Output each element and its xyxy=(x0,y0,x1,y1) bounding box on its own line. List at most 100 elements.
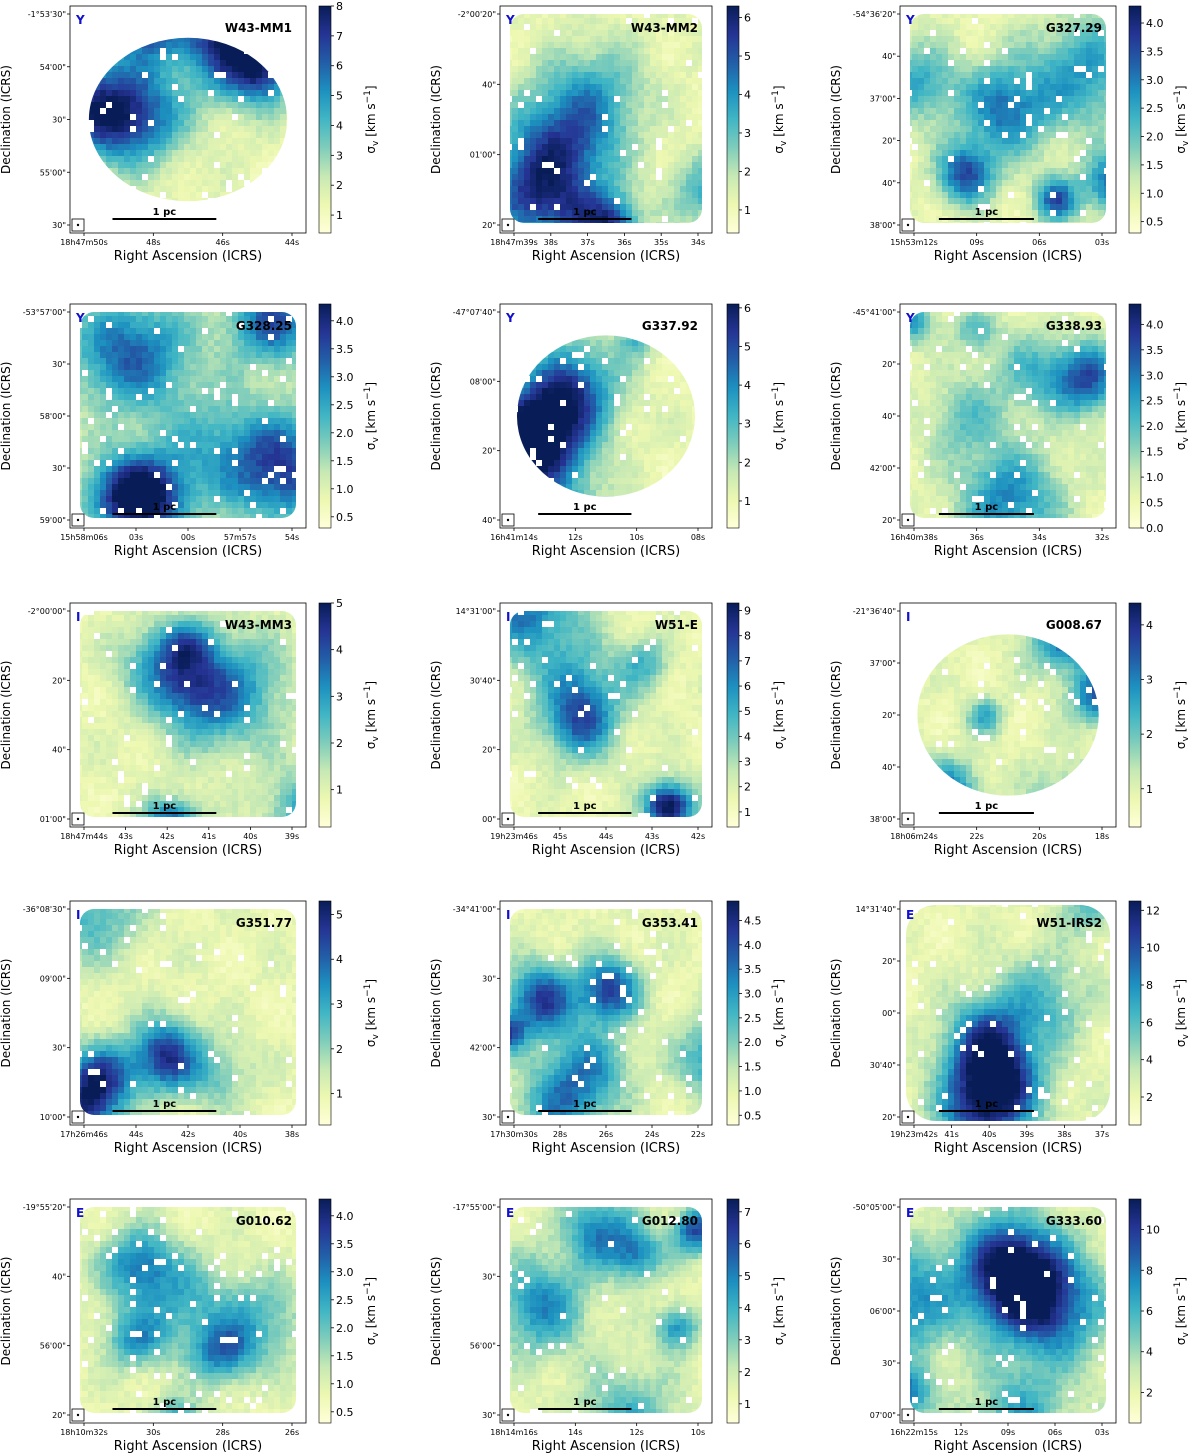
y-axis-label: Declination (ICRS) xyxy=(0,959,13,1068)
ra-tick-label: 12s xyxy=(629,1428,643,1437)
region-title: W51-IRS2 xyxy=(1036,916,1102,930)
dispersion-map-svg: E G012.80 1 pc 18h14m16s 14s 12s 10s -17°55'00"… xyxy=(429,1198,789,1454)
beam-ellipse xyxy=(506,223,510,227)
ra-tick-label: 18h47m50s xyxy=(60,238,108,247)
dec-tick-label: 59'00" xyxy=(40,516,66,525)
dec-tick-label: 14°31'00" xyxy=(456,607,496,616)
dec-tick-label: 40" xyxy=(882,763,896,772)
scale-bar-label: 1 pc xyxy=(153,502,177,513)
plot-frame xyxy=(499,303,713,529)
beam-ellipse xyxy=(76,1115,80,1119)
dec-tick-label: -2°00'20" xyxy=(458,10,496,19)
ra-tick-label: 16h41m14s xyxy=(490,533,538,542)
plot-frame xyxy=(69,602,307,828)
colorbar-tick-label: 6 xyxy=(336,60,343,73)
x-axis-label: Right Ascension (ICRS) xyxy=(934,1439,1082,1454)
dispersion-map-svg: I G353.41 1 pc 17h30m30s 28s 26s 24s 22s -34°41'… xyxy=(429,900,789,1156)
region-title: G010.62 xyxy=(236,1214,292,1228)
dec-tick-label: 30" xyxy=(52,221,66,230)
map-panel-w43-mm2: Y W43-MM2 1 pc 18h47m39s 38s 37s 36s 35s 34s -2°0… xyxy=(400,0,800,291)
colorbar-label: σv [km s−1] xyxy=(1173,1277,1191,1345)
ra-tick-label: 03s xyxy=(1095,1428,1109,1437)
y-axis-label: Declination (ICRS) xyxy=(0,1257,13,1366)
dispersion-map-svg: Y G328.25 1 pc 15h58m06s 03s 00s 57m57s 54s -53°… xyxy=(0,303,381,559)
ra-tick-label: 18h10m32s xyxy=(60,1428,108,1437)
evolution-stage-label: Y xyxy=(905,311,915,325)
ra-tick-label: 44s xyxy=(285,238,299,247)
ra-tick-label: 12s xyxy=(954,1428,968,1437)
dec-tick-label: 56'00" xyxy=(40,1342,66,1351)
evolution-stage-label: Y xyxy=(505,13,515,27)
scale-bar-label: 1 pc xyxy=(975,1099,999,1110)
ra-tick-label: 42s xyxy=(181,1130,195,1139)
ra-tick-label: 19h23m46s xyxy=(490,832,538,841)
colorbar-tick-label: 3 xyxy=(744,756,751,769)
dispersion-map-svg: Y W43-MM1 1 pc 18h47m50s 48s 46s 44s -1°53'30" 5… xyxy=(0,0,381,264)
dec-tick-label: -17°55'00" xyxy=(453,1203,496,1212)
dec-tick-label: -1°53'30" xyxy=(28,10,66,19)
ra-tick-label: 17h30m30s xyxy=(490,1130,538,1139)
colorbar-tick-label: 2 xyxy=(336,737,343,750)
colorbar-tick-label: 3.0 xyxy=(1146,74,1164,87)
ra-tick-label: 44s xyxy=(129,1130,143,1139)
colorbar-tick-label: 2 xyxy=(744,456,751,469)
y-axis-label: Declination (ICRS) xyxy=(0,65,13,174)
dec-tick-label: 40" xyxy=(52,1272,66,1281)
colorbar-tick-label: 6 xyxy=(744,1238,751,1251)
heatmap-field xyxy=(906,905,1110,1121)
colorbar-tick-label: 1.5 xyxy=(336,455,354,468)
evolution-stage-label: Y xyxy=(505,311,515,325)
colorbar-tick-label: 5 xyxy=(336,597,343,610)
colorbar-tick-label: 2 xyxy=(336,179,343,192)
colorbar-tick-label: 12 xyxy=(1146,904,1160,917)
scale-bar-label: 1 pc xyxy=(573,801,597,812)
ra-tick-label: 30s xyxy=(146,1428,160,1437)
beam-ellipse xyxy=(76,1413,80,1417)
heatmap-field xyxy=(510,611,702,817)
evolution-stage-label: E xyxy=(76,1206,84,1220)
ra-tick-label: 32s xyxy=(1095,533,1109,542)
dec-tick-label: 37'00" xyxy=(870,659,896,668)
dec-tick-label: 10'00" xyxy=(40,1113,66,1122)
colorbar-tick-label: 1.0 xyxy=(1146,187,1164,200)
x-axis-label: Right Ascension (ICRS) xyxy=(114,1141,262,1156)
dec-tick-label: -53°57'00" xyxy=(23,308,66,317)
colorbar-tick-label: 8 xyxy=(744,630,751,643)
colorbar xyxy=(1128,303,1142,529)
dec-tick-label: 40" xyxy=(882,52,896,61)
evolution-stage-label: Y xyxy=(75,13,85,27)
colorbar-tick-label: 4.0 xyxy=(1146,318,1164,331)
ra-tick-label: 17h26m46s xyxy=(60,1130,108,1139)
dec-tick-label: -45°41'00" xyxy=(853,308,896,317)
scale-bar-label: 1 pc xyxy=(153,1099,177,1110)
dec-tick-label: 38'00" xyxy=(870,221,896,230)
colorbar-tick-label: 1 xyxy=(336,209,343,222)
dec-tick-label: 20" xyxy=(482,221,496,230)
dec-tick-label: -2°00'00" xyxy=(28,607,66,616)
scale-bar-label: 1 pc xyxy=(975,502,999,513)
heatmap-field xyxy=(917,634,1099,796)
ra-tick-label: 16h22m15s xyxy=(890,1428,938,1437)
colorbar-tick-label: 4.0 xyxy=(336,1210,354,1223)
ra-tick-label: 34s xyxy=(1032,533,1046,542)
dec-tick-label: 55'00" xyxy=(40,168,66,177)
colorbar-tick-label: 1.0 xyxy=(336,483,354,496)
dec-tick-label: 20" xyxy=(882,360,896,369)
ra-tick-label: 18h47m39s xyxy=(490,238,538,247)
region-title: G351.77 xyxy=(236,916,292,930)
colorbar-tick-label: 4 xyxy=(744,730,751,743)
colorbar-tick-label: 1.5 xyxy=(744,1061,762,1074)
colorbar-tick-label: 6 xyxy=(1146,1016,1153,1029)
colorbar-tick-label: 2.5 xyxy=(1146,395,1164,408)
colorbar-tick-label: 3.5 xyxy=(744,963,762,976)
colorbar-tick-label: 4 xyxy=(336,119,343,132)
ra-tick-label: 36s xyxy=(617,238,631,247)
dec-tick-label: 30" xyxy=(482,1113,496,1122)
ra-tick-label: 37s xyxy=(580,238,594,247)
colorbar-tick-label: 4 xyxy=(744,379,751,392)
ra-tick-label: 44s xyxy=(599,832,613,841)
dec-tick-label: 40" xyxy=(52,746,66,755)
dispersion-map-svg: I G351.77 1 pc 17h26m46s 44s 42s 40s 38s -36°08'… xyxy=(0,900,381,1156)
ra-tick-label: 42s xyxy=(691,832,705,841)
beam-ellipse xyxy=(906,1115,910,1119)
